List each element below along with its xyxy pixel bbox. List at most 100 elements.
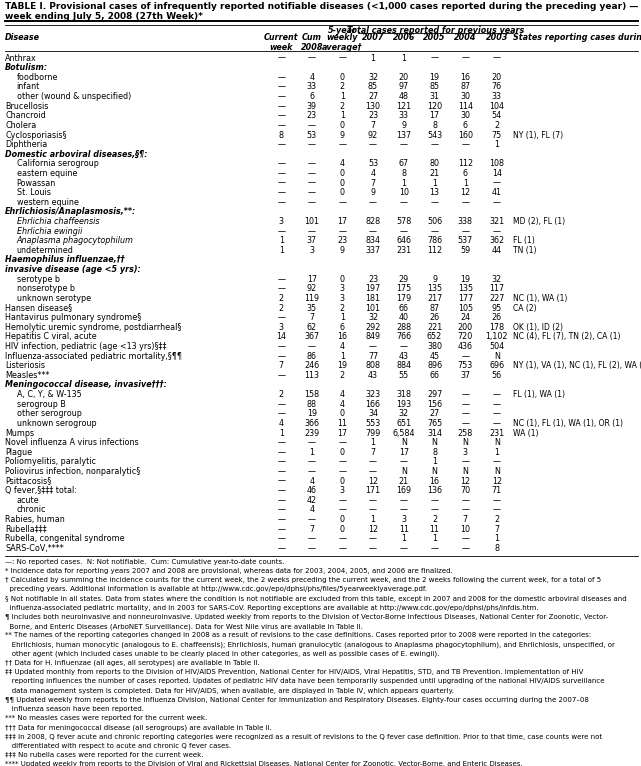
Text: *** No measles cases were reported for the current week.: *** No measles cases were reported for t… bbox=[5, 715, 208, 721]
Text: Poliomyelitis, paralytic: Poliomyelitis, paralytic bbox=[5, 457, 96, 466]
Text: 366: 366 bbox=[304, 419, 319, 428]
Text: 19: 19 bbox=[337, 362, 347, 370]
Text: 92: 92 bbox=[368, 130, 378, 139]
Text: —: — bbox=[462, 140, 469, 149]
Text: —: — bbox=[278, 73, 285, 82]
Text: 16: 16 bbox=[460, 73, 470, 82]
Text: 9: 9 bbox=[340, 246, 345, 255]
Text: 231: 231 bbox=[396, 246, 412, 255]
Text: 9: 9 bbox=[401, 121, 406, 130]
Text: eastern equine: eastern equine bbox=[17, 169, 77, 178]
Text: 808: 808 bbox=[365, 362, 381, 370]
Text: Rubella‡‡‡: Rubella‡‡‡ bbox=[5, 525, 47, 534]
Text: St. Louis: St. Louis bbox=[17, 188, 51, 197]
Text: N: N bbox=[401, 438, 407, 447]
Text: 87: 87 bbox=[429, 303, 440, 313]
Text: 56: 56 bbox=[492, 371, 502, 380]
Text: 321: 321 bbox=[489, 217, 504, 226]
Text: 101: 101 bbox=[304, 217, 319, 226]
Text: 3: 3 bbox=[463, 448, 468, 457]
Text: —: — bbox=[338, 496, 346, 505]
Text: —: — bbox=[369, 467, 377, 476]
Text: 1: 1 bbox=[494, 448, 499, 457]
Text: 2005: 2005 bbox=[423, 33, 446, 42]
Text: —: — bbox=[493, 409, 501, 418]
Text: 3: 3 bbox=[340, 486, 345, 495]
Text: 177: 177 bbox=[458, 294, 473, 303]
Text: NY (1), FL (7): NY (1), FL (7) bbox=[513, 130, 563, 139]
Text: —: — bbox=[400, 227, 408, 236]
Text: 2004: 2004 bbox=[454, 33, 477, 42]
Text: 112: 112 bbox=[427, 246, 442, 255]
Text: differentiated with respect to acute and chronic Q fever cases.: differentiated with respect to acute and… bbox=[5, 743, 231, 748]
Text: Cum
2008: Cum 2008 bbox=[301, 33, 323, 52]
Text: 6,584: 6,584 bbox=[392, 428, 415, 437]
Text: Powassan: Powassan bbox=[17, 178, 56, 188]
Text: 2: 2 bbox=[340, 83, 345, 91]
Text: 32: 32 bbox=[368, 73, 378, 82]
Text: 54: 54 bbox=[492, 111, 502, 120]
Text: serotype b: serotype b bbox=[17, 275, 60, 283]
Text: 227: 227 bbox=[489, 294, 504, 303]
Text: 8: 8 bbox=[279, 130, 284, 139]
Text: —: — bbox=[278, 400, 285, 409]
Text: other agent (which included cases unable to be clearly placed in other categorie: other agent (which included cases unable… bbox=[5, 651, 440, 657]
Text: acute: acute bbox=[17, 496, 39, 505]
Text: 193: 193 bbox=[396, 400, 412, 409]
Text: —: — bbox=[308, 159, 316, 169]
Text: MD (2), FL (1): MD (2), FL (1) bbox=[513, 217, 565, 226]
Text: 120: 120 bbox=[427, 102, 442, 110]
Text: 130: 130 bbox=[365, 102, 381, 110]
Text: 39: 39 bbox=[307, 102, 317, 110]
Text: 175: 175 bbox=[396, 284, 412, 293]
Text: **** Updated weekly from reports to the Division of Viral and Rickettsial Diseas: **** Updated weekly from reports to the … bbox=[5, 761, 523, 766]
Text: —: — bbox=[278, 352, 285, 361]
Text: 1: 1 bbox=[310, 448, 314, 457]
Text: 19: 19 bbox=[307, 409, 317, 418]
Text: —: — bbox=[278, 467, 285, 476]
Text: 27: 27 bbox=[368, 92, 378, 101]
Text: 4: 4 bbox=[340, 390, 345, 399]
Text: —: — bbox=[400, 544, 408, 553]
Text: —: — bbox=[369, 227, 377, 236]
Text: 0: 0 bbox=[340, 476, 345, 486]
Text: —: — bbox=[431, 54, 438, 63]
Text: 32: 32 bbox=[368, 313, 378, 322]
Text: 3: 3 bbox=[279, 217, 284, 226]
Text: Psittacosis§: Psittacosis§ bbox=[5, 476, 51, 486]
Text: 4: 4 bbox=[310, 476, 314, 486]
Text: 178: 178 bbox=[489, 322, 504, 332]
Text: 297: 297 bbox=[427, 390, 442, 399]
Text: 239: 239 bbox=[304, 428, 319, 437]
Text: —: — bbox=[493, 400, 501, 409]
Text: 4: 4 bbox=[279, 419, 284, 428]
Text: 1: 1 bbox=[432, 178, 437, 188]
Text: 21: 21 bbox=[429, 169, 440, 178]
Text: 135: 135 bbox=[427, 284, 442, 293]
Text: —: — bbox=[278, 409, 285, 418]
Text: 35: 35 bbox=[307, 303, 317, 313]
Text: 23: 23 bbox=[337, 236, 347, 245]
Text: 3: 3 bbox=[401, 515, 406, 524]
Text: Chancroid: Chancroid bbox=[5, 111, 46, 120]
Text: 2: 2 bbox=[432, 515, 437, 524]
Text: Diphtheria: Diphtheria bbox=[5, 140, 47, 149]
Text: 4: 4 bbox=[310, 73, 314, 82]
Text: SARS-CoV,****: SARS-CoV,**** bbox=[5, 544, 64, 553]
Text: —: — bbox=[278, 448, 285, 457]
Text: —: — bbox=[278, 496, 285, 505]
Text: 1: 1 bbox=[401, 535, 406, 543]
Text: 160: 160 bbox=[458, 130, 473, 139]
Text: 200: 200 bbox=[458, 322, 473, 332]
Text: —: — bbox=[278, 188, 285, 197]
Text: 1: 1 bbox=[279, 428, 284, 437]
Text: N: N bbox=[462, 438, 469, 447]
Text: serogroup B: serogroup B bbox=[17, 400, 65, 409]
Text: preceding years. Additional information is available at http://www.cdc.gov/epo/d: preceding years. Additional information … bbox=[5, 587, 428, 592]
Text: OK (1), ID (2): OK (1), ID (2) bbox=[513, 322, 563, 332]
Text: —: — bbox=[338, 544, 346, 553]
Text: FL (1), WA (1): FL (1), WA (1) bbox=[513, 390, 565, 399]
Text: —: — bbox=[462, 352, 469, 361]
Text: —: — bbox=[278, 544, 285, 553]
Text: 113: 113 bbox=[304, 371, 319, 380]
